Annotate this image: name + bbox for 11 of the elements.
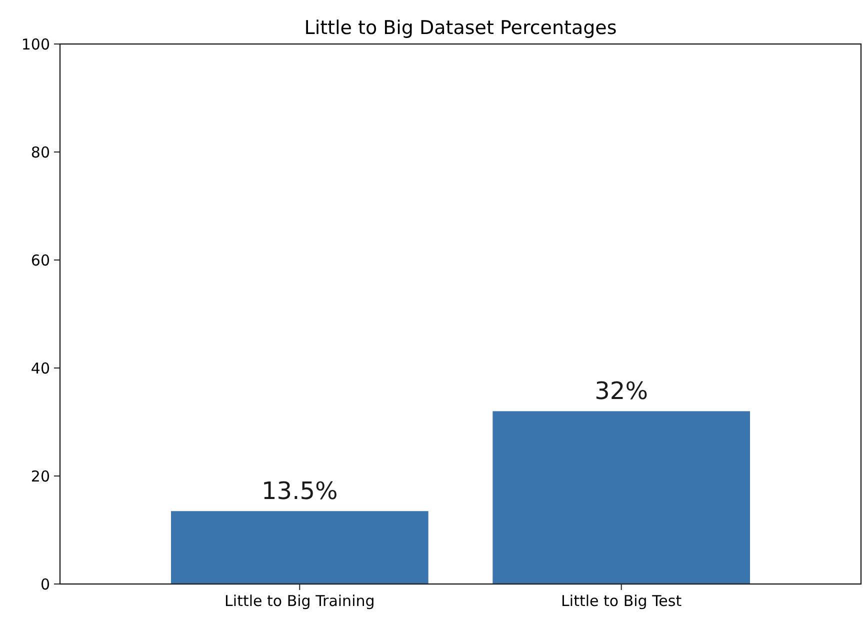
data-label: 32% — [594, 377, 648, 406]
x-tick-label: Little to Big Training — [224, 592, 375, 610]
data-label: 13.5% — [262, 477, 338, 506]
y-tick-label: 80 — [30, 143, 50, 162]
x-tick-label: Little to Big Test — [561, 592, 682, 610]
chart-title: Little to Big Dataset Percentages — [304, 17, 617, 39]
y-tick-label: 100 — [21, 35, 50, 54]
y-tick-label: 0 — [40, 575, 50, 594]
y-tick-label: 20 — [30, 467, 50, 486]
y-tick-label: 60 — [30, 251, 50, 270]
y-tick-label: 40 — [30, 359, 50, 378]
